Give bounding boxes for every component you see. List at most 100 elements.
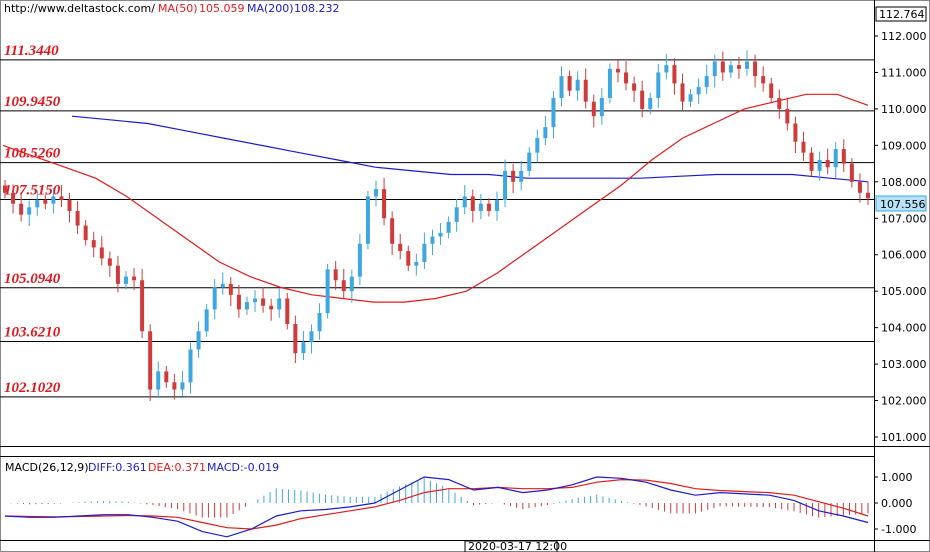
candle-body [365, 196, 370, 244]
candle-body [728, 65, 733, 73]
candle-body [503, 170, 508, 201]
candle-body [180, 382, 185, 390]
candle-body [333, 269, 338, 281]
candle-body [841, 149, 846, 164]
candle-body [253, 298, 258, 303]
candle-body [478, 203, 483, 211]
macd-panel: 1.000 0.000 -1.000 [4, 471, 916, 538]
candle-body [196, 331, 201, 350]
candle-body [228, 283, 233, 295]
candle-body [720, 61, 725, 73]
ma50-value: 105.059 [199, 2, 245, 15]
level-label: 109.9450 [4, 94, 61, 110]
macd-value-label: MACD:-0.019 [207, 461, 279, 474]
candle-body [244, 302, 249, 310]
candle-body [688, 94, 693, 102]
candle-body [446, 221, 451, 233]
date-label-box [464, 540, 558, 552]
candle-body [599, 97, 604, 117]
candle-body [866, 192, 870, 199]
candle-body [680, 83, 685, 102]
candle-body [438, 232, 443, 237]
candle-body [664, 65, 669, 73]
price-tick-label: 106.000 [881, 249, 927, 262]
candle-body [27, 207, 32, 215]
candle-body [519, 170, 524, 182]
level-label: 102.1020 [4, 380, 61, 396]
level-label: 108.5260 [4, 146, 61, 162]
ma50-line [2, 93, 869, 303]
price-tick-label: 109.000 [881, 139, 927, 152]
price-tick-label: 104.000 [881, 322, 927, 335]
candle-body [3, 185, 7, 193]
candle-body [857, 181, 862, 193]
date-label: 2020-03-17 12:00 [468, 540, 567, 552]
price-tick-label: 108.000 [881, 176, 927, 189]
candle-body [422, 243, 427, 263]
candle-body [567, 76, 572, 91]
candle-body [11, 192, 16, 204]
candle-body [285, 298, 290, 324]
candle-body [430, 236, 435, 244]
candle-body [156, 371, 161, 390]
candle-body [51, 196, 56, 204]
level-label: 103.6210 [4, 324, 61, 340]
level-label: 111.3440 [4, 43, 59, 59]
candle-body [236, 294, 241, 310]
macd-diff-line [4, 476, 869, 538]
candle-body [551, 97, 556, 128]
source-url[interactable]: http://www.deltastock.com/ [4, 2, 155, 15]
ma50-label: MA(50) [158, 2, 198, 15]
candle-body [462, 196, 467, 208]
price-axis: 112.000 111.000 110.000 109.000 108.000 107.0… [874, 30, 927, 444]
candle-body [115, 265, 120, 284]
candle-body [736, 65, 741, 69]
candle-body [486, 203, 491, 211]
candle-body [527, 152, 532, 171]
candle-body [793, 123, 798, 142]
candle-body [535, 138, 540, 153]
candle-body [132, 276, 137, 281]
price-tick-label: 111.000 [881, 66, 927, 79]
candle-body [309, 331, 314, 343]
price-tick-label: 101.000 [881, 431, 927, 444]
macd-diff-label: DIFF:0.361 [88, 461, 147, 474]
macd-dea-label: DEA:0.371 [148, 461, 206, 474]
candle-body [712, 61, 717, 77]
candle-body [43, 200, 48, 204]
candle-body [583, 79, 588, 102]
candle-body [470, 196, 475, 211]
macd-dea-line [4, 478, 869, 530]
candle-body [745, 61, 750, 69]
candle-body [341, 280, 346, 292]
candle-body [785, 108, 790, 124]
candle-body [511, 170, 516, 182]
candle-body [769, 83, 774, 98]
candle-body [825, 159, 830, 168]
candle-body [107, 258, 112, 266]
macd-tick-label: -1.000 [881, 523, 916, 536]
candle-body [269, 305, 274, 310]
candle-body [325, 269, 330, 314]
candle-body [398, 243, 403, 252]
price-tick-label: 103.000 [881, 358, 927, 371]
candle-body [212, 287, 217, 310]
price-tick-label: 112.000 [881, 30, 927, 43]
candle-body [753, 61, 758, 77]
candle-body [494, 200, 499, 211]
macd-title: MACD(26,12,9) [5, 461, 89, 474]
candle-body [696, 87, 701, 95]
candle-body [414, 262, 419, 266]
current-price: 107.556 [880, 198, 926, 211]
candles-layer [3, 50, 870, 401]
candle-body [704, 76, 709, 88]
candle-body [91, 240, 96, 248]
candle-body [75, 210, 80, 226]
candle-body [140, 280, 145, 332]
candle-body [849, 163, 854, 182]
candle-body [83, 225, 88, 241]
candle-body [648, 97, 653, 109]
candle-body [99, 247, 104, 259]
macd-tick-label: 1.000 [881, 471, 913, 484]
